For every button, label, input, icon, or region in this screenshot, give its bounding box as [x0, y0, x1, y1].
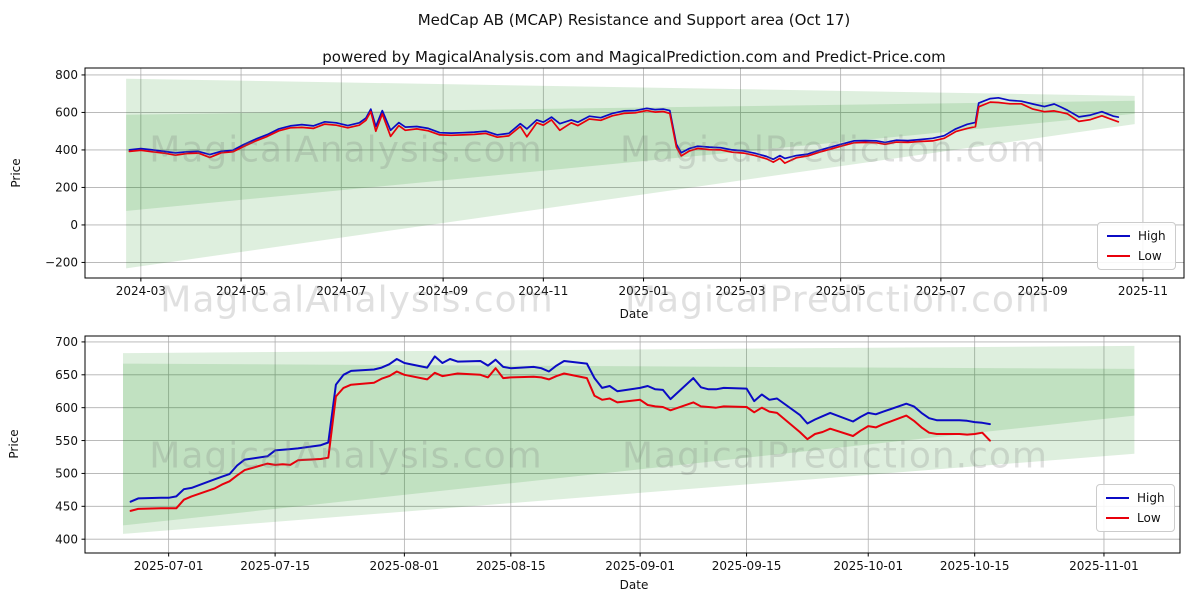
y-tick-label: 450: [55, 500, 78, 514]
x-tick-label: 2025-03: [715, 284, 765, 298]
y-tick-label: 500: [55, 467, 78, 481]
y-tick-label: 650: [55, 368, 78, 382]
top-chart-legend: High Low: [1097, 222, 1176, 270]
support-band: [126, 100, 1135, 269]
x-tick-label: 2024-11: [518, 284, 568, 298]
high-line: [128, 96, 1120, 161]
x-tick-label: 2025-09-01: [605, 559, 675, 573]
high-line-swatch: [1106, 497, 1129, 499]
watermark-analysis-row2: MagicalAnalysis.com: [160, 279, 554, 321]
y-tick-label: 700: [55, 335, 78, 349]
bottom-chart-legend: High Low: [1096, 484, 1175, 532]
watermark-prediction-row1: MagicalPrediction.com: [620, 129, 1046, 171]
watermark-prediction-row3: MagicalPrediction.com: [622, 435, 1048, 477]
low-line: [128, 101, 1120, 164]
y-tick-label: 600: [55, 106, 78, 120]
x-tick-label: 2025-07: [916, 284, 966, 298]
legend-high-label: High: [1137, 491, 1165, 505]
x-tick-label: 2025-10-15: [940, 559, 1010, 573]
legend-low-label: Low: [1138, 249, 1162, 263]
x-tick-label: 2025-11-01: [1069, 559, 1139, 573]
legend-high-label: High: [1138, 229, 1166, 243]
low-line: [129, 367, 991, 512]
x-tick-label: 2025-07-15: [240, 559, 310, 573]
y-tick-label: 200: [55, 181, 78, 195]
x-tick-label: 2025-08-15: [476, 559, 546, 573]
legend-row-low: Low: [1106, 511, 1165, 525]
x-tick-label: 2025-09: [1018, 284, 1068, 298]
low-line-swatch: [1106, 517, 1129, 519]
top-y-axis-label: Price: [9, 158, 23, 188]
high-line-swatch: [1107, 235, 1130, 237]
top-x-axis-label: Date: [619, 307, 649, 321]
x-tick-label: 2024-05: [216, 284, 266, 298]
resistance-band: [123, 345, 1135, 526]
x-tick-label: 2025-05: [816, 284, 866, 298]
x-tick-label: 2025-10-01: [833, 559, 903, 573]
x-tick-label: 2024-09: [418, 284, 468, 298]
axes-spines: [84, 67, 1185, 279]
full-history-chart: 2024-03 2024-05 2024-07 2024-09 2024-11 2025-…: [45, 67, 1185, 298]
low-line-swatch: [1107, 255, 1130, 257]
legend-row-high: High: [1106, 491, 1165, 505]
plot-content: [126, 78, 1135, 269]
bottom-y-axis-label: Price: [7, 429, 21, 459]
figure-title: MedCap AB (MCAP) Resistance and Support …: [417, 11, 851, 29]
y-tick-label: 600: [55, 401, 78, 415]
y-tick-label: 0: [70, 218, 78, 232]
x-tick-label: 2025-07-01: [134, 559, 204, 573]
y-tick-label: 800: [55, 68, 78, 82]
bottom-x-axis-label: Date: [619, 578, 649, 592]
figure-subtitle: powered by MagicalAnalysis.com and Magic…: [322, 48, 946, 66]
y-tick-label: −200: [45, 256, 78, 270]
watermark-analysis-row1: MagicalAnalysis.com: [149, 129, 543, 171]
watermark-analysis-row3: MagicalAnalysis.com: [149, 435, 543, 477]
watermark-prediction-row2: MagicalPrediction.com: [625, 279, 1051, 321]
high-line: [129, 355, 991, 503]
x-tick-label: 2025-09-15: [712, 559, 782, 573]
recent-detail-chart: 2025-07-01 2025-07-15 2025-08-01 2025-08-15…: [55, 335, 1181, 573]
x-tick-label: 2025-11: [1118, 284, 1168, 298]
y-tick-label: 550: [55, 434, 78, 448]
y-tick-label: 400: [55, 143, 78, 157]
legend-row-low: Low: [1107, 249, 1166, 263]
x-tick-label: 2024-03: [116, 284, 166, 298]
axes-spines: [84, 335, 1181, 554]
x-tick-label: 2025-08-01: [370, 559, 440, 573]
support-band: [123, 363, 1135, 534]
x-tick-label: 2025-01: [618, 284, 668, 298]
x-tick-label: 2024-07: [316, 284, 366, 298]
legend-low-label: Low: [1137, 511, 1161, 525]
resistance-band: [126, 78, 1135, 211]
legend-row-high: High: [1107, 229, 1166, 243]
y-tick-label: 400: [55, 532, 78, 546]
plot-content: [123, 345, 1135, 534]
